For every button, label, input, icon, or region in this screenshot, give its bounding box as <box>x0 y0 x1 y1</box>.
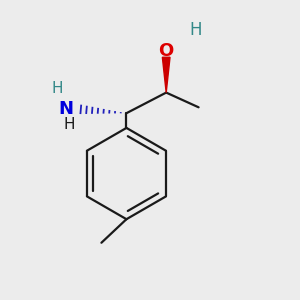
Polygon shape <box>162 57 170 93</box>
Text: H: H <box>63 117 75 132</box>
Text: N: N <box>58 100 74 118</box>
Text: H: H <box>189 21 202 39</box>
Text: H: H <box>52 81 63 96</box>
Text: O: O <box>159 42 174 60</box>
